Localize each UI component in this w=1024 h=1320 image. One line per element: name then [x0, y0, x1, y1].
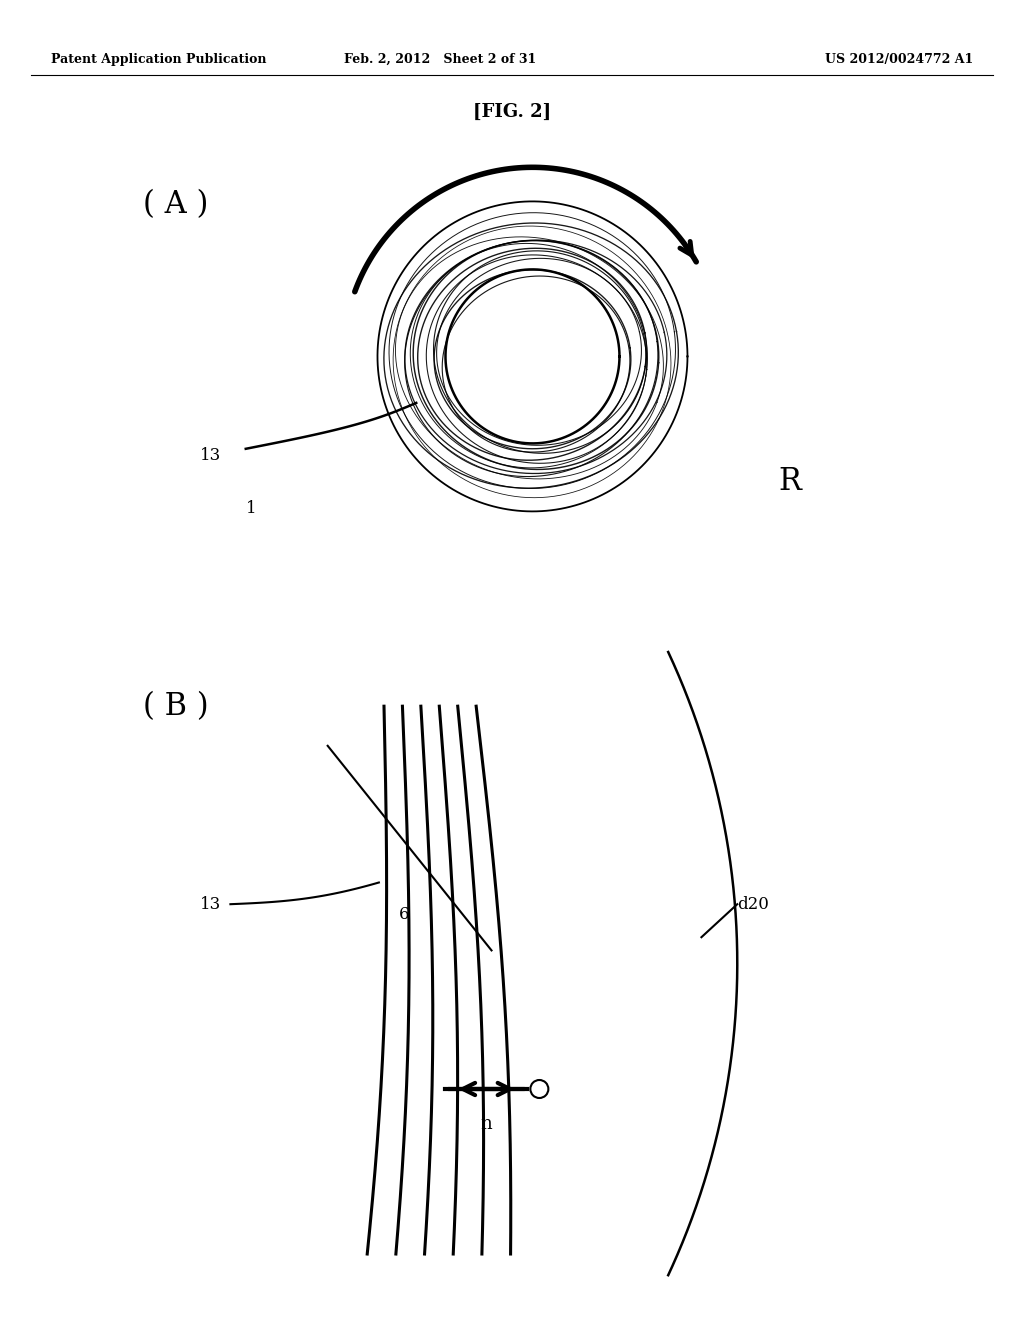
- Text: R: R: [778, 466, 801, 498]
- Text: 13: 13: [200, 447, 221, 463]
- Text: US 2012/0024772 A1: US 2012/0024772 A1: [824, 53, 973, 66]
- Text: ( A ): ( A ): [143, 189, 209, 220]
- Text: Patent Application Publication: Patent Application Publication: [51, 53, 266, 66]
- Text: 6: 6: [399, 907, 410, 923]
- Text: d20: d20: [737, 896, 769, 912]
- Text: n: n: [480, 1115, 493, 1134]
- Text: Feb. 2, 2012   Sheet 2 of 31: Feb. 2, 2012 Sheet 2 of 31: [344, 53, 537, 66]
- Text: ( B ): ( B ): [143, 690, 209, 722]
- Text: [FIG. 2]: [FIG. 2]: [473, 103, 551, 121]
- Text: 1: 1: [246, 500, 256, 516]
- Text: 13: 13: [200, 896, 221, 912]
